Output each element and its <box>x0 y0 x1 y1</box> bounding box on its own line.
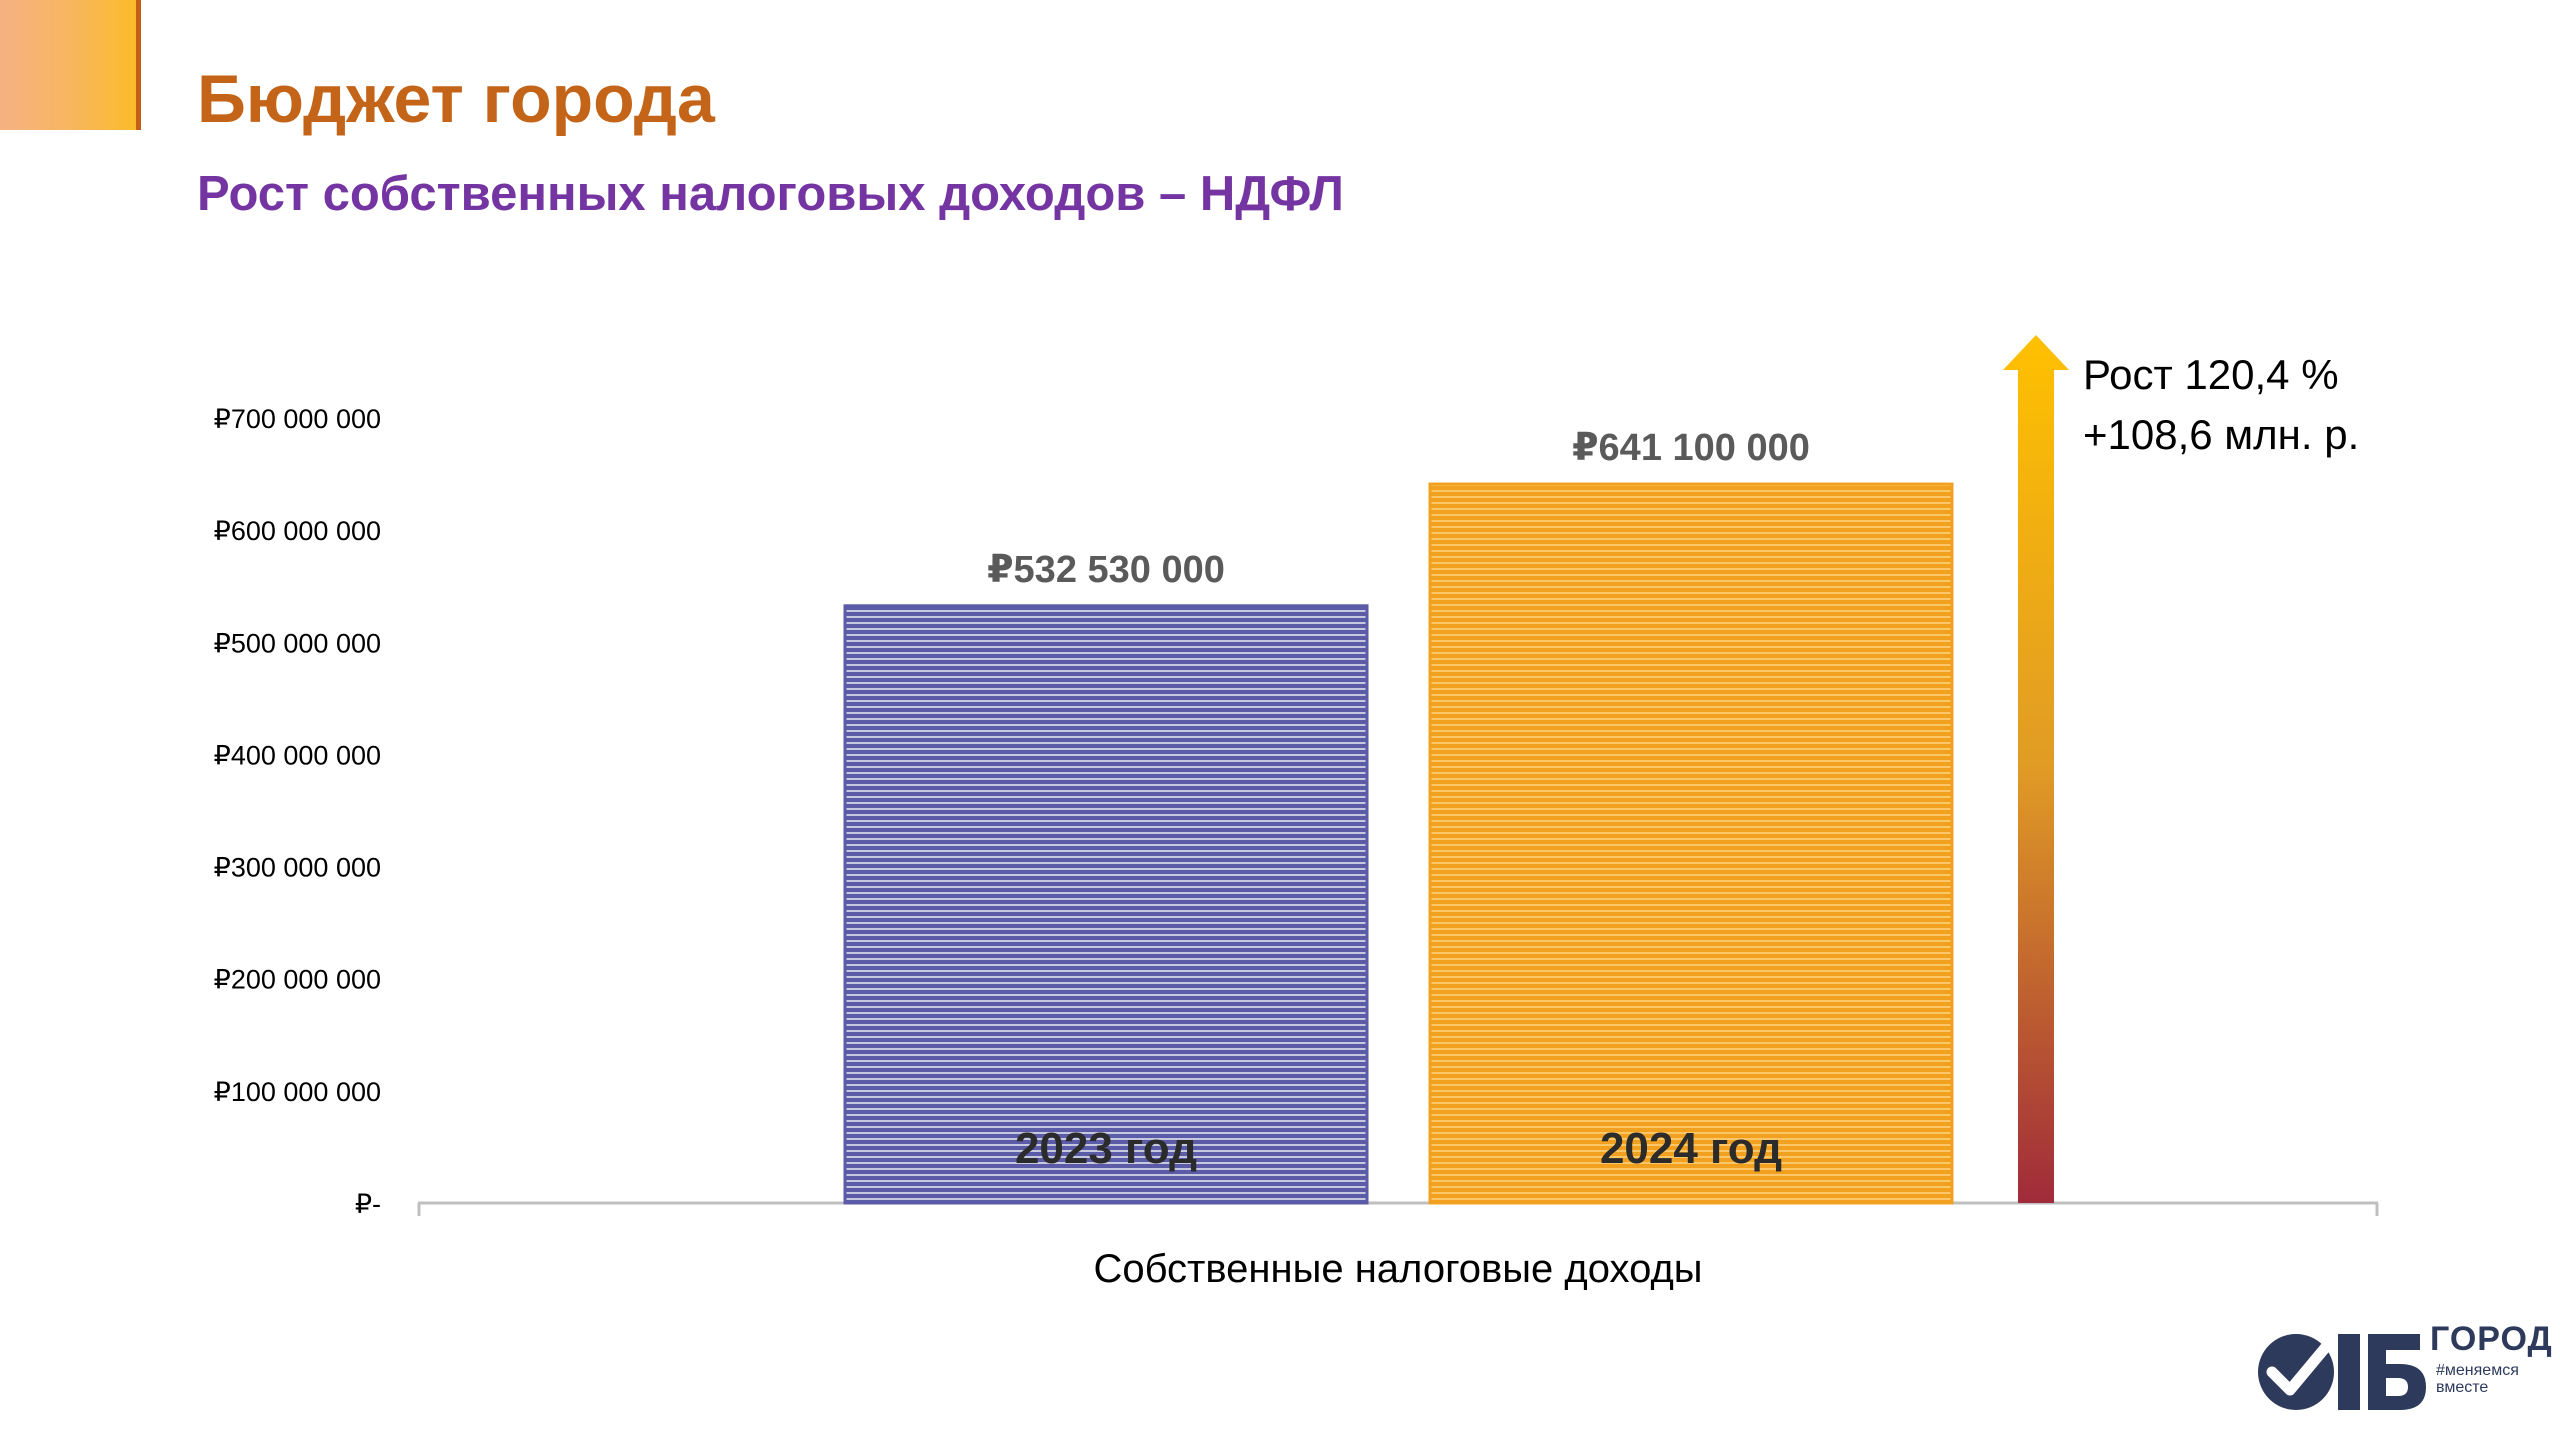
growth-amount: +108,6 млн. р. <box>2083 411 2360 458</box>
bar-2 <box>1428 482 1954 1205</box>
logo-tagline: #меняемся вместе <box>2436 1362 2519 1396</box>
bar-category-label: 2023 год <box>1015 1124 1197 1173</box>
logo-word: ГОРОД <box>2430 1320 2553 1358</box>
growth-annotation: Рост 120,4 % +108,6 млн. р. <box>2083 345 2359 465</box>
bars: ₽532 530 000 2023 год ₽641 100 000 2024 год <box>843 427 1954 1205</box>
y-tick-label: ₽600 000 000 <box>214 516 381 546</box>
page-subtitle: Рост собственных налоговых доходов – НДФ… <box>197 167 1344 221</box>
y-axis-ticks: ₽- ₽100 000 000 ₽200 000 000 ₽300 000 000 ₽4… <box>214 404 381 1219</box>
bar-category-label: 2024 год <box>1600 1124 1782 1173</box>
x-axis-label: Собственные налоговые доходы <box>1093 1247 1702 1291</box>
bar-1 <box>843 604 1369 1205</box>
bar-value-label: ₽641 100 000 <box>1572 427 1810 469</box>
growth-arrow-icon <box>2003 335 2069 1203</box>
y-tick-label: ₽100 000 000 <box>214 1077 381 1107</box>
y-tick-label: ₽700 000 000 <box>214 404 381 434</box>
y-tick-label: ₽- <box>355 1189 381 1219</box>
y-tick-label: ₽500 000 000 <box>214 628 381 658</box>
logo-check-icon <box>2258 1334 2426 1410</box>
corner-accent <box>0 0 136 130</box>
y-tick-label: ₽400 000 000 <box>214 740 381 770</box>
corner-accent-bar <box>136 0 141 130</box>
logo-tagline-2: вместе <box>2436 1379 2489 1396</box>
growth-percent: Рост 120,4 % <box>2083 351 2339 398</box>
logo-tagline-1: #меняемся <box>2436 1362 2519 1379</box>
bar-value-label: ₽532 530 000 <box>987 549 1225 591</box>
y-tick-label: ₽200 000 000 <box>214 965 381 995</box>
city-logo: ГОРОД #меняемся вместе <box>2250 1320 2552 1416</box>
y-tick-label: ₽300 000 000 <box>214 853 381 883</box>
page-title: Бюджет города <box>197 61 715 137</box>
